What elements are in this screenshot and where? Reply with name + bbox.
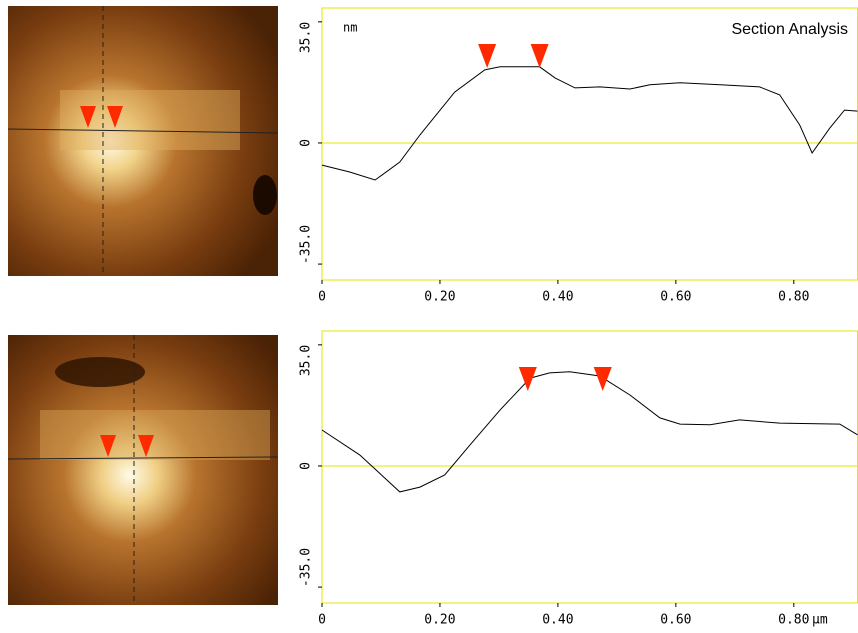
plot-frame [321,7,858,281]
x-tick-label: 0.40 [542,613,573,628]
x-tick-label: 0 [318,290,326,305]
y-tick-label: 35.0 [299,345,314,376]
y-unit: nm [343,21,357,35]
profile-line [321,66,858,181]
x-tick-label: 0.60 [660,290,691,305]
x-tick-label: 0.80 [778,290,809,305]
x-tick-label: 0.40 [542,290,573,305]
afm-image-bottom [7,335,279,605]
x-tick-label: 0.20 [424,613,455,628]
cursor-marker [478,44,497,68]
plot-frame [321,330,858,604]
y-tick-label: 35.0 [299,22,314,53]
afm-image-top [7,6,279,276]
y-tick-label: -35.0 [299,548,314,587]
x-tick-label: 0 [318,613,326,628]
y-tick-label: 0 [299,139,314,147]
cursor-marker [593,367,612,391]
x-tick-label: 0.60 [660,613,691,628]
profile-line [321,371,858,493]
cursor-marker [530,44,549,68]
cursor-marker [518,367,537,391]
x-unit: µm [812,613,828,628]
x-tick-label: 0.20 [424,290,455,305]
y-tick-label: 0 [299,462,314,470]
chart-title: Section Analysis [731,21,848,38]
y-tick-label: -35.0 [299,225,314,264]
x-tick-label: 0.80 [778,613,809,628]
